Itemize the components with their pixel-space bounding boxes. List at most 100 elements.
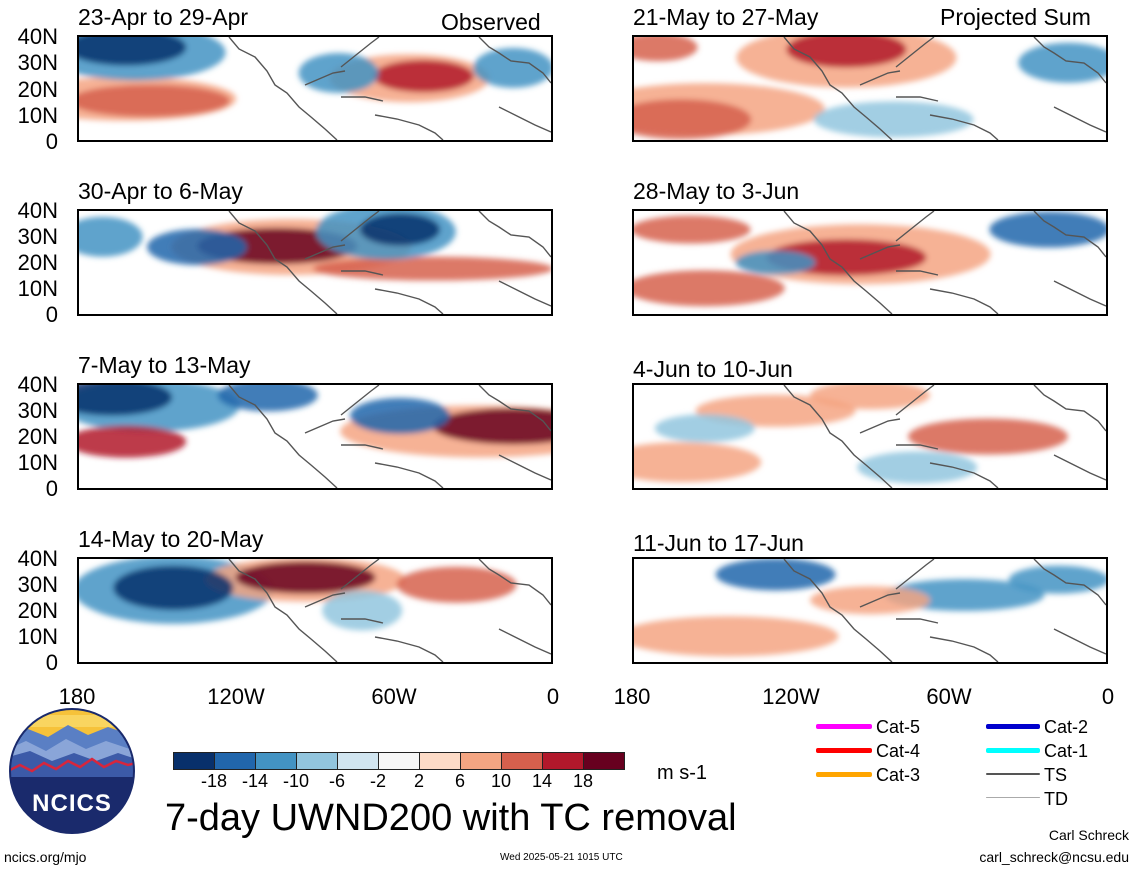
lat-label: 30N — [17, 224, 58, 249]
wind-anomaly-contour — [113, 565, 234, 610]
colorbar-tick-label: 14 — [531, 771, 553, 791]
map-panel-7 — [632, 383, 1108, 490]
colorbar-tick-label: -10 — [282, 771, 310, 791]
lat-label: 20N — [17, 424, 58, 449]
wind-anomaly-contour — [79, 84, 230, 117]
logo-text: NCICS — [32, 790, 112, 817]
colorbar-swatch — [542, 752, 584, 770]
wind-anomaly-contour — [359, 213, 440, 246]
map-field — [634, 37, 1106, 140]
lon-label: 60W — [371, 684, 417, 709]
wind-anomaly-contour — [473, 47, 551, 88]
lat-label: 10N — [17, 450, 58, 475]
colorbar-swatch — [173, 752, 215, 770]
footer-url: ncics.org/mjo — [4, 849, 87, 865]
wind-anomaly-contour — [810, 385, 930, 410]
lat-label: 40N — [17, 546, 58, 571]
coastline — [783, 211, 1106, 314]
lon-label: 0 — [1101, 684, 1115, 709]
map-field — [634, 559, 1106, 662]
lat-label: 10N — [17, 276, 58, 301]
wind-anomaly-contour — [373, 60, 474, 93]
projected-label: Projected Sum — [940, 4, 1091, 30]
wind-anomaly-contour — [79, 385, 173, 416]
panel-title-7: 4-Jun to 10-Jun — [633, 356, 793, 382]
coastline — [228, 37, 551, 140]
wind-anomaly-contour — [654, 414, 755, 443]
colorbar-tick-label: 2 — [413, 771, 425, 791]
wind-anomaly-contour — [313, 256, 551, 281]
map-field — [79, 211, 551, 314]
legend-swatch-cat3 — [816, 772, 872, 777]
legend-label-td: TD — [1044, 789, 1068, 809]
wind-anomaly-contour — [786, 37, 907, 68]
lon-label: 180 — [58, 684, 96, 709]
legend-swatch-cat4 — [816, 748, 872, 753]
map-field — [79, 37, 551, 140]
wind-anomaly-contour — [217, 385, 318, 412]
wind-anomaly-contour — [1018, 42, 1106, 83]
lat-label: 20N — [17, 250, 58, 275]
map-panel-6 — [632, 209, 1108, 316]
coastline — [228, 559, 551, 662]
colorbar-swatch — [378, 752, 420, 770]
wind-anomaly-contour — [634, 37, 698, 62]
colorbar-tick-label: 6 — [454, 771, 466, 791]
lon-label: 120W — [207, 684, 265, 709]
map-field — [634, 211, 1106, 314]
map-panel-2 — [77, 209, 553, 316]
wind-anomaly-contour — [908, 418, 1068, 455]
colorbar-tick-label: -14 — [241, 771, 269, 791]
wind-anomaly-contour — [634, 442, 762, 483]
lat-label: 10N — [17, 624, 58, 649]
wind-anomaly-contour — [298, 53, 379, 94]
lon-label: 0 — [546, 684, 560, 709]
wind-anomaly-contour — [989, 211, 1106, 248]
wind-anomaly-contour — [79, 37, 187, 66]
legend-label-ts: TS — [1044, 765, 1068, 785]
map-panel-5 — [632, 35, 1108, 142]
lat-label: 0 — [45, 650, 58, 675]
map-panel-1 — [77, 35, 553, 142]
colorbar-swatch — [419, 752, 461, 770]
map-panel-3 — [77, 383, 553, 490]
wind-anomaly-contour — [735, 250, 816, 275]
wind-anomaly-contour — [396, 566, 517, 603]
lon-label: 180 — [613, 684, 651, 709]
wind-anomaly-contour — [857, 451, 978, 484]
map-field — [634, 385, 1106, 488]
panel-title-8: 11-Jun to 17-Jun — [633, 530, 804, 556]
wind-anomaly-contour — [715, 559, 836, 591]
lat-label: 20N — [17, 77, 58, 102]
panel-title-4: 14-May to 20-May — [78, 526, 264, 552]
wind-anomaly-contour — [634, 215, 751, 244]
wind-anomaly-contour — [79, 425, 187, 458]
colorbar-swatch — [337, 752, 379, 770]
wind-anomaly-contour — [433, 408, 551, 445]
footer-author: Carl Schreck — [1048, 827, 1129, 843]
legend-swatch-ts — [986, 773, 1040, 775]
colorbar-swatch — [296, 752, 338, 770]
ncics-logo: NCICS — [8, 707, 136, 835]
colorbar-tick-label: -2 — [369, 771, 387, 791]
lat-label: 0 — [45, 302, 58, 327]
panel-title-5: 21-May to 27-May — [633, 4, 819, 30]
colorbar-swatch — [214, 752, 256, 770]
coastline — [783, 385, 1106, 488]
wind-anomaly-contour — [1008, 565, 1106, 594]
legend-label-cat4: Cat-4 — [876, 741, 921, 761]
lat-label: 0 — [45, 129, 58, 154]
panel-title-2: 30-Apr to 6-May — [78, 178, 243, 204]
coastline — [228, 211, 551, 314]
lat-label: 30N — [17, 572, 58, 597]
map-field — [79, 385, 551, 488]
colorbar-tick-label: -6 — [328, 771, 346, 791]
lat-label: 30N — [17, 50, 58, 75]
lon-label: 120W — [762, 684, 820, 709]
coastline — [783, 559, 1106, 662]
wind-anomaly-contour — [634, 616, 839, 657]
colorbar-units: m s-1 — [657, 762, 707, 784]
legend-swatch-cat1 — [986, 748, 1040, 753]
panel-title-1: 23-Apr to 29-Apr — [78, 4, 249, 30]
colorbar-swatch — [255, 752, 297, 770]
